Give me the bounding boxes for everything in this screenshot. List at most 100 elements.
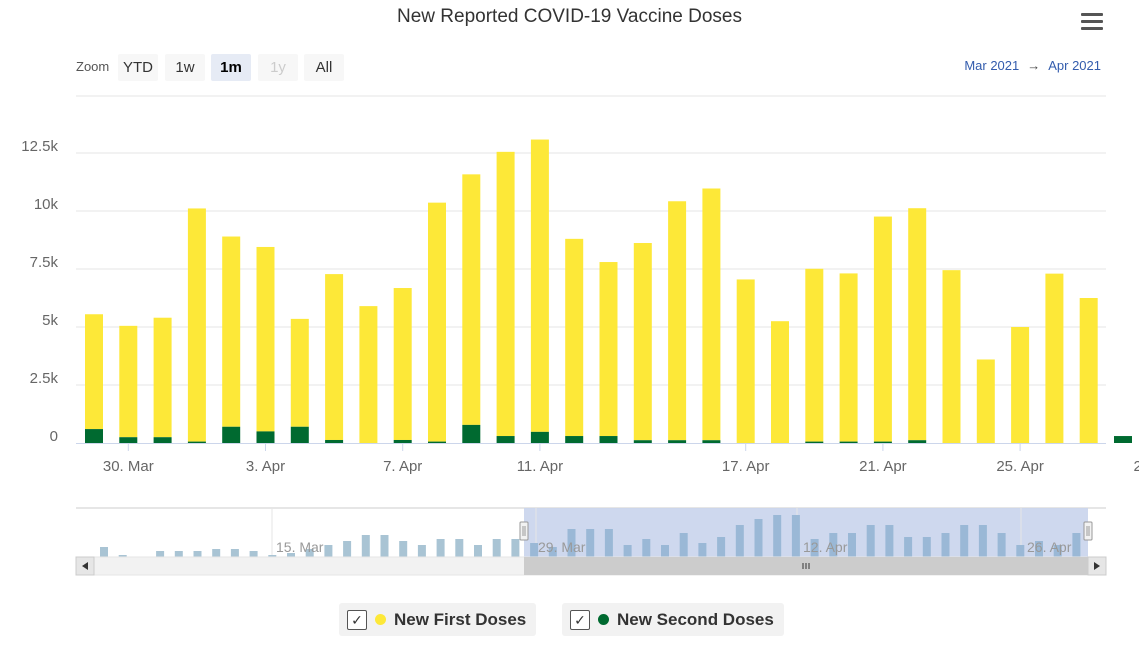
navigator-series-bar	[511, 539, 520, 557]
bar-second-doses[interactable]	[702, 440, 721, 443]
navigator-series-bar	[904, 537, 913, 557]
y-tick-label: 12.5k	[21, 138, 58, 155]
navigator-series-bar	[885, 525, 894, 557]
bar-first-doses[interactable]	[839, 273, 858, 442]
navigator-series-bar	[717, 537, 726, 557]
bar-first-doses[interactable]	[290, 318, 309, 427]
bar-first-doses[interactable]	[428, 202, 446, 442]
bar-first-doses[interactable]	[633, 243, 652, 441]
navigator-series-bar	[548, 547, 557, 557]
bar-first-doses[interactable]	[85, 314, 103, 430]
bar-first-doses[interactable]	[565, 238, 584, 437]
bar-second-doses[interactable]	[187, 441, 206, 443]
bar-first-doses[interactable]	[599, 262, 618, 437]
y-tick-label: 7.5k	[30, 254, 59, 271]
x-tick-label: 30. Mar	[103, 458, 154, 475]
navigator-series-bar	[361, 535, 370, 557]
navigator-series-bar	[399, 541, 408, 557]
bar-first-doses[interactable]	[496, 151, 515, 437]
bar-second-doses[interactable]	[256, 431, 275, 443]
zoom-button-1m[interactable]: 1m	[211, 54, 251, 81]
zoom-button-ytd[interactable]: YTD	[118, 54, 158, 81]
bar-second-doses[interactable]	[325, 439, 344, 443]
checkbox-checked-icon[interactable]: ✓	[570, 609, 590, 630]
hamburger-menu-icon[interactable]	[1078, 10, 1106, 36]
bar-first-doses[interactable]	[359, 306, 378, 443]
legend-item-first-doses[interactable]: ✓ New First Doses	[339, 603, 537, 636]
bar-first-doses[interactable]	[942, 270, 961, 443]
navigator-selected-range[interactable]	[524, 508, 1088, 557]
bar-first-doses[interactable]	[153, 317, 172, 438]
bar-first-doses[interactable]	[325, 274, 344, 440]
navigator-series-bar	[960, 525, 969, 557]
bar-second-doses[interactable]	[462, 424, 481, 443]
bar-first-doses[interactable]	[1045, 273, 1064, 443]
navigator-series-bar	[455, 539, 464, 557]
navigator-series-bar	[212, 549, 221, 557]
x-tick-label: 7. Apr	[383, 458, 422, 475]
navigator-series-bar	[1035, 541, 1043, 557]
bar-second-doses[interactable]	[805, 441, 824, 443]
range-to[interactable]: Apr 2021	[1048, 58, 1101, 73]
navigator-series-bar	[604, 529, 613, 557]
navigator-series-bar	[100, 547, 108, 557]
bar-second-doses[interactable]	[153, 437, 172, 443]
bar-first-doses[interactable]	[668, 201, 687, 441]
bar-second-doses[interactable]	[565, 436, 584, 443]
bar-second-doses[interactable]	[873, 441, 892, 443]
bar-first-doses[interactable]	[805, 268, 824, 442]
navigator-series-bar	[661, 545, 669, 557]
bar-second-doses[interactable]	[290, 426, 309, 443]
bar-second-doses[interactable]	[222, 426, 241, 443]
bar-first-doses[interactable]	[736, 279, 755, 443]
bar-first-doses[interactable]	[462, 174, 481, 425]
bar-first-doses[interactable]	[256, 246, 275, 432]
bar-first-doses[interactable]	[530, 139, 549, 432]
bar-second-doses[interactable]	[599, 436, 618, 443]
bar-first-doses[interactable]	[1011, 327, 1030, 443]
navigator-series-bar	[922, 537, 931, 557]
navigator-series-bar	[417, 545, 426, 557]
bar-second-doses[interactable]	[428, 441, 446, 443]
zoom-button-all[interactable]: All	[304, 54, 344, 81]
navigator-series-bar	[474, 545, 482, 557]
navigator-handle[interactable]	[1083, 521, 1093, 541]
bar-second-doses[interactable]	[668, 440, 687, 443]
checkbox-checked-icon[interactable]: ✓	[347, 609, 367, 630]
legend-item-second-doses[interactable]: ✓ New Second Doses	[562, 603, 784, 636]
bar-first-doses[interactable]	[1079, 298, 1098, 443]
navigator-series-bar	[791, 515, 800, 557]
zoom-button-1y: 1y	[258, 54, 298, 81]
bar-first-doses[interactable]	[771, 321, 789, 443]
bar-second-doses[interactable]	[393, 439, 412, 443]
navigator-handle[interactable]	[519, 521, 529, 541]
navigator-series-bar	[268, 555, 277, 557]
zoom-label: Zoom	[76, 59, 110, 74]
bar-second-doses[interactable]	[633, 440, 652, 443]
navigator-series-bar	[679, 533, 688, 557]
bar-first-doses[interactable]	[702, 188, 721, 441]
bar-second-doses[interactable]	[85, 429, 103, 443]
bar-first-doses[interactable]	[222, 236, 241, 427]
bar-second-doses[interactable]	[1114, 436, 1132, 443]
navigator-series-bar	[1072, 533, 1081, 557]
bar-second-doses[interactable]	[119, 437, 138, 443]
navigator-label: 15. Mar	[276, 539, 324, 555]
navigator-label: 12. Apr	[803, 539, 848, 555]
bar-first-doses[interactable]	[873, 216, 892, 442]
range-from[interactable]: Mar 2021	[964, 58, 1020, 73]
bar-second-doses[interactable]	[530, 431, 549, 443]
navigator-series-bar	[866, 525, 875, 557]
bar-first-doses[interactable]	[187, 208, 206, 442]
navigator-series-bar	[623, 545, 632, 557]
bar-first-doses[interactable]	[908, 208, 927, 441]
bar-first-doses[interactable]	[119, 325, 138, 438]
bar-second-doses[interactable]	[908, 440, 927, 443]
navigator-series-bar	[735, 525, 744, 557]
bar-second-doses[interactable]	[839, 441, 858, 443]
zoom-button-1w[interactable]: 1w	[165, 54, 205, 81]
bar-first-doses[interactable]	[393, 288, 412, 440]
x-tick-label: 17. Apr	[722, 458, 770, 475]
bar-second-doses[interactable]	[496, 436, 515, 443]
bar-first-doses[interactable]	[976, 359, 995, 443]
